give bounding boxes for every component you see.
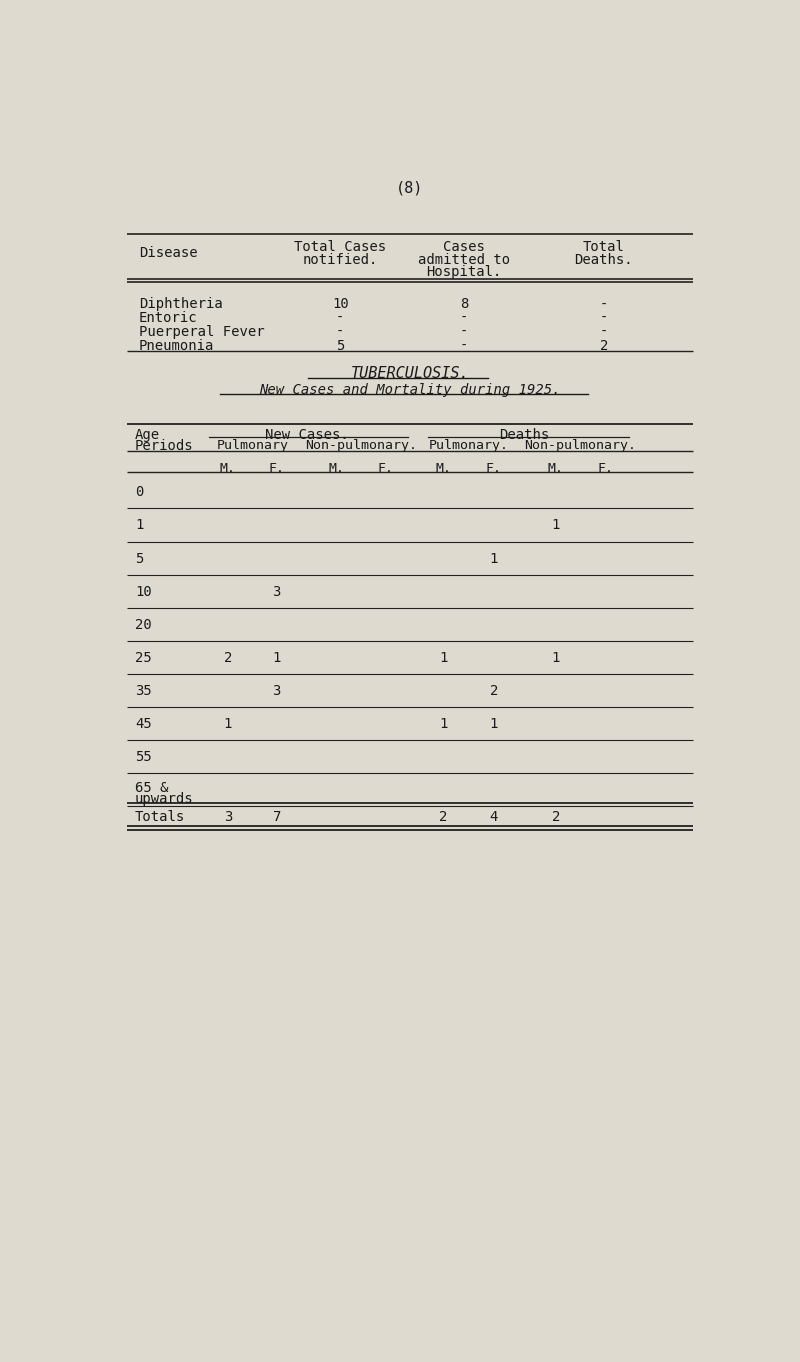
Text: Pulmonary: Pulmonary: [216, 439, 288, 452]
Text: 7: 7: [273, 810, 281, 824]
Text: 1: 1: [135, 519, 143, 533]
Text: Deaths: Deaths: [499, 428, 550, 441]
Text: Total Cases: Total Cases: [294, 241, 386, 255]
Text: 10: 10: [332, 297, 349, 312]
Text: Hospital.: Hospital.: [426, 266, 502, 279]
Text: (8): (8): [396, 180, 424, 195]
Text: admitted to: admitted to: [418, 253, 510, 267]
Text: Deaths.: Deaths.: [574, 253, 633, 267]
Text: TUBERCULOSIS.: TUBERCULOSIS.: [350, 366, 470, 381]
Text: -: -: [460, 339, 469, 353]
Text: -: -: [336, 312, 345, 326]
Text: F.: F.: [269, 462, 285, 475]
Text: -: -: [336, 326, 345, 339]
Text: -: -: [460, 312, 469, 326]
Text: -: -: [460, 326, 469, 339]
Text: Pneumonia: Pneumonia: [138, 339, 214, 353]
Text: -: -: [599, 326, 608, 339]
Text: F.: F.: [486, 462, 502, 475]
Text: -: -: [599, 297, 608, 312]
Text: 65 &: 65 &: [135, 780, 168, 795]
Text: 1: 1: [224, 716, 232, 731]
Text: M.: M.: [220, 462, 236, 475]
Text: 35: 35: [135, 684, 152, 697]
Text: 5: 5: [336, 339, 345, 353]
Text: Totals: Totals: [135, 810, 185, 824]
Text: 45: 45: [135, 716, 152, 731]
Text: upwards: upwards: [135, 791, 194, 806]
Text: 25: 25: [135, 651, 152, 665]
Text: M.: M.: [548, 462, 564, 475]
Text: 1: 1: [439, 716, 447, 731]
Text: 1: 1: [551, 519, 560, 533]
Text: 1: 1: [490, 716, 498, 731]
Text: 2: 2: [224, 651, 232, 665]
Text: 2: 2: [439, 810, 447, 824]
Text: 2: 2: [490, 684, 498, 697]
Text: 1: 1: [439, 651, 447, 665]
Text: 3: 3: [224, 810, 232, 824]
Text: Total: Total: [583, 241, 625, 255]
Text: 20: 20: [135, 618, 152, 632]
Text: notified.: notified.: [302, 253, 378, 267]
Text: 4: 4: [490, 810, 498, 824]
Text: 8: 8: [460, 297, 469, 312]
Text: F.: F.: [598, 462, 614, 475]
Text: Entoric: Entoric: [138, 312, 198, 326]
Text: 1: 1: [551, 651, 560, 665]
Text: New Cases and Mortality during 1925.: New Cases and Mortality during 1925.: [259, 383, 561, 396]
Text: 10: 10: [135, 584, 152, 599]
Text: Disease: Disease: [138, 245, 198, 260]
Text: Non-pulmonary.: Non-pulmonary.: [305, 439, 417, 452]
Text: Non-pulmonary.: Non-pulmonary.: [525, 439, 637, 452]
Text: Pulmonary.: Pulmonary.: [429, 439, 509, 452]
Text: 1: 1: [273, 651, 281, 665]
Text: M.: M.: [328, 462, 344, 475]
Text: F.: F.: [378, 462, 394, 475]
Text: Age: Age: [135, 428, 160, 441]
Text: 3: 3: [273, 684, 281, 697]
Text: 2: 2: [599, 339, 608, 353]
Text: 1: 1: [490, 552, 498, 565]
Text: 5: 5: [135, 552, 143, 565]
Text: Periods: Periods: [135, 439, 194, 454]
Text: Cases: Cases: [443, 241, 485, 255]
Text: Puerperal Fever: Puerperal Fever: [138, 326, 264, 339]
Text: 55: 55: [135, 750, 152, 764]
Text: 3: 3: [273, 584, 281, 599]
Text: New Cases.: New Cases.: [265, 428, 349, 441]
Text: M.: M.: [435, 462, 451, 475]
Text: 2: 2: [551, 810, 560, 824]
Text: Diphtheria: Diphtheria: [138, 297, 222, 312]
Text: -: -: [599, 312, 608, 326]
Text: 0: 0: [135, 485, 143, 500]
